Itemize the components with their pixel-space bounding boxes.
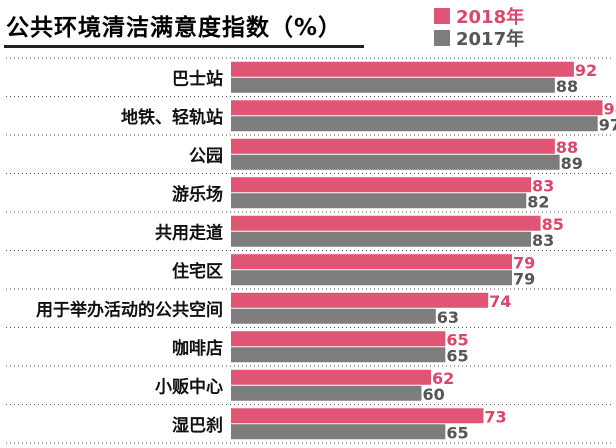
bar-2018 bbox=[231, 100, 603, 116]
category-label: 咖啡店 bbox=[172, 338, 223, 359]
bar-2017 bbox=[231, 424, 446, 440]
data-label-2017: 60 bbox=[423, 385, 445, 404]
data-label-2018: 65 bbox=[446, 330, 468, 349]
data-label-2017: 65 bbox=[446, 423, 468, 442]
bar-2017 bbox=[231, 385, 422, 401]
legend: 2018年 2017年 bbox=[434, 5, 525, 50]
data-label-2017: 65 bbox=[446, 346, 468, 365]
legend-swatch-2017 bbox=[434, 30, 450, 46]
bar-2018 bbox=[231, 369, 432, 385]
legend-item-2018: 2018年 bbox=[434, 5, 525, 28]
category-label: 游乐场 bbox=[172, 184, 223, 205]
category-label: 小贩中心 bbox=[155, 376, 223, 397]
category-label: 公园 bbox=[189, 146, 223, 166]
category-label: 巴士站 bbox=[172, 68, 223, 89]
category-label: 湿巴刹 bbox=[172, 416, 223, 436]
legend-item-2017: 2017年 bbox=[434, 27, 525, 50]
data-label-2017: 82 bbox=[527, 192, 549, 211]
data-label-2018: 83 bbox=[532, 176, 554, 195]
bar-2017 bbox=[231, 77, 555, 93]
legend-swatch-2018 bbox=[434, 8, 450, 24]
data-label-2017: 88 bbox=[556, 77, 578, 96]
bar-2017 bbox=[231, 116, 598, 132]
bar-2017 bbox=[231, 347, 446, 363]
bar-2018 bbox=[231, 138, 555, 154]
title-underline bbox=[4, 45, 364, 48]
data-label-2017: 79 bbox=[513, 269, 535, 288]
legend-label-2017: 2017年 bbox=[456, 29, 525, 50]
data-label-2017: 89 bbox=[561, 154, 583, 173]
bar-2017 bbox=[231, 270, 512, 286]
bar-2018 bbox=[231, 254, 512, 270]
data-label-2018: 85 bbox=[542, 215, 564, 234]
data-label-2018: 92 bbox=[575, 61, 597, 80]
bar-2018 bbox=[231, 61, 574, 77]
bar-2018 bbox=[231, 331, 446, 347]
category-label: 住宅区 bbox=[172, 261, 223, 282]
bar-2017 bbox=[231, 154, 560, 170]
bar-2018 bbox=[231, 292, 489, 308]
data-label-2017: 63 bbox=[437, 308, 459, 327]
bar-2018 bbox=[231, 408, 484, 424]
data-label-2018: 73 bbox=[484, 407, 506, 426]
bar-2018 bbox=[231, 215, 541, 231]
bar-2017 bbox=[231, 193, 527, 209]
bar-2017 bbox=[231, 308, 436, 324]
data-label-2018: 98 bbox=[603, 99, 616, 118]
data-label-2017: 83 bbox=[532, 231, 554, 250]
category-label: 共用走道 bbox=[155, 222, 223, 243]
bar-2017 bbox=[231, 231, 532, 247]
data-label-2018: 88 bbox=[556, 138, 578, 157]
legend-label-2018: 2018年 bbox=[456, 7, 525, 28]
category-label: 地铁、轻轨站 bbox=[121, 107, 223, 128]
bar-2018 bbox=[231, 177, 532, 193]
data-label-2018: 79 bbox=[513, 253, 535, 272]
chart-title: 公共环境清洁满意度指数（%） bbox=[6, 15, 343, 41]
data-label-2018: 74 bbox=[489, 292, 511, 311]
category-label: 用于举办活动的公共空间 bbox=[36, 299, 223, 320]
data-label-2018: 62 bbox=[432, 369, 454, 388]
data-label-2017: 97 bbox=[599, 115, 616, 134]
